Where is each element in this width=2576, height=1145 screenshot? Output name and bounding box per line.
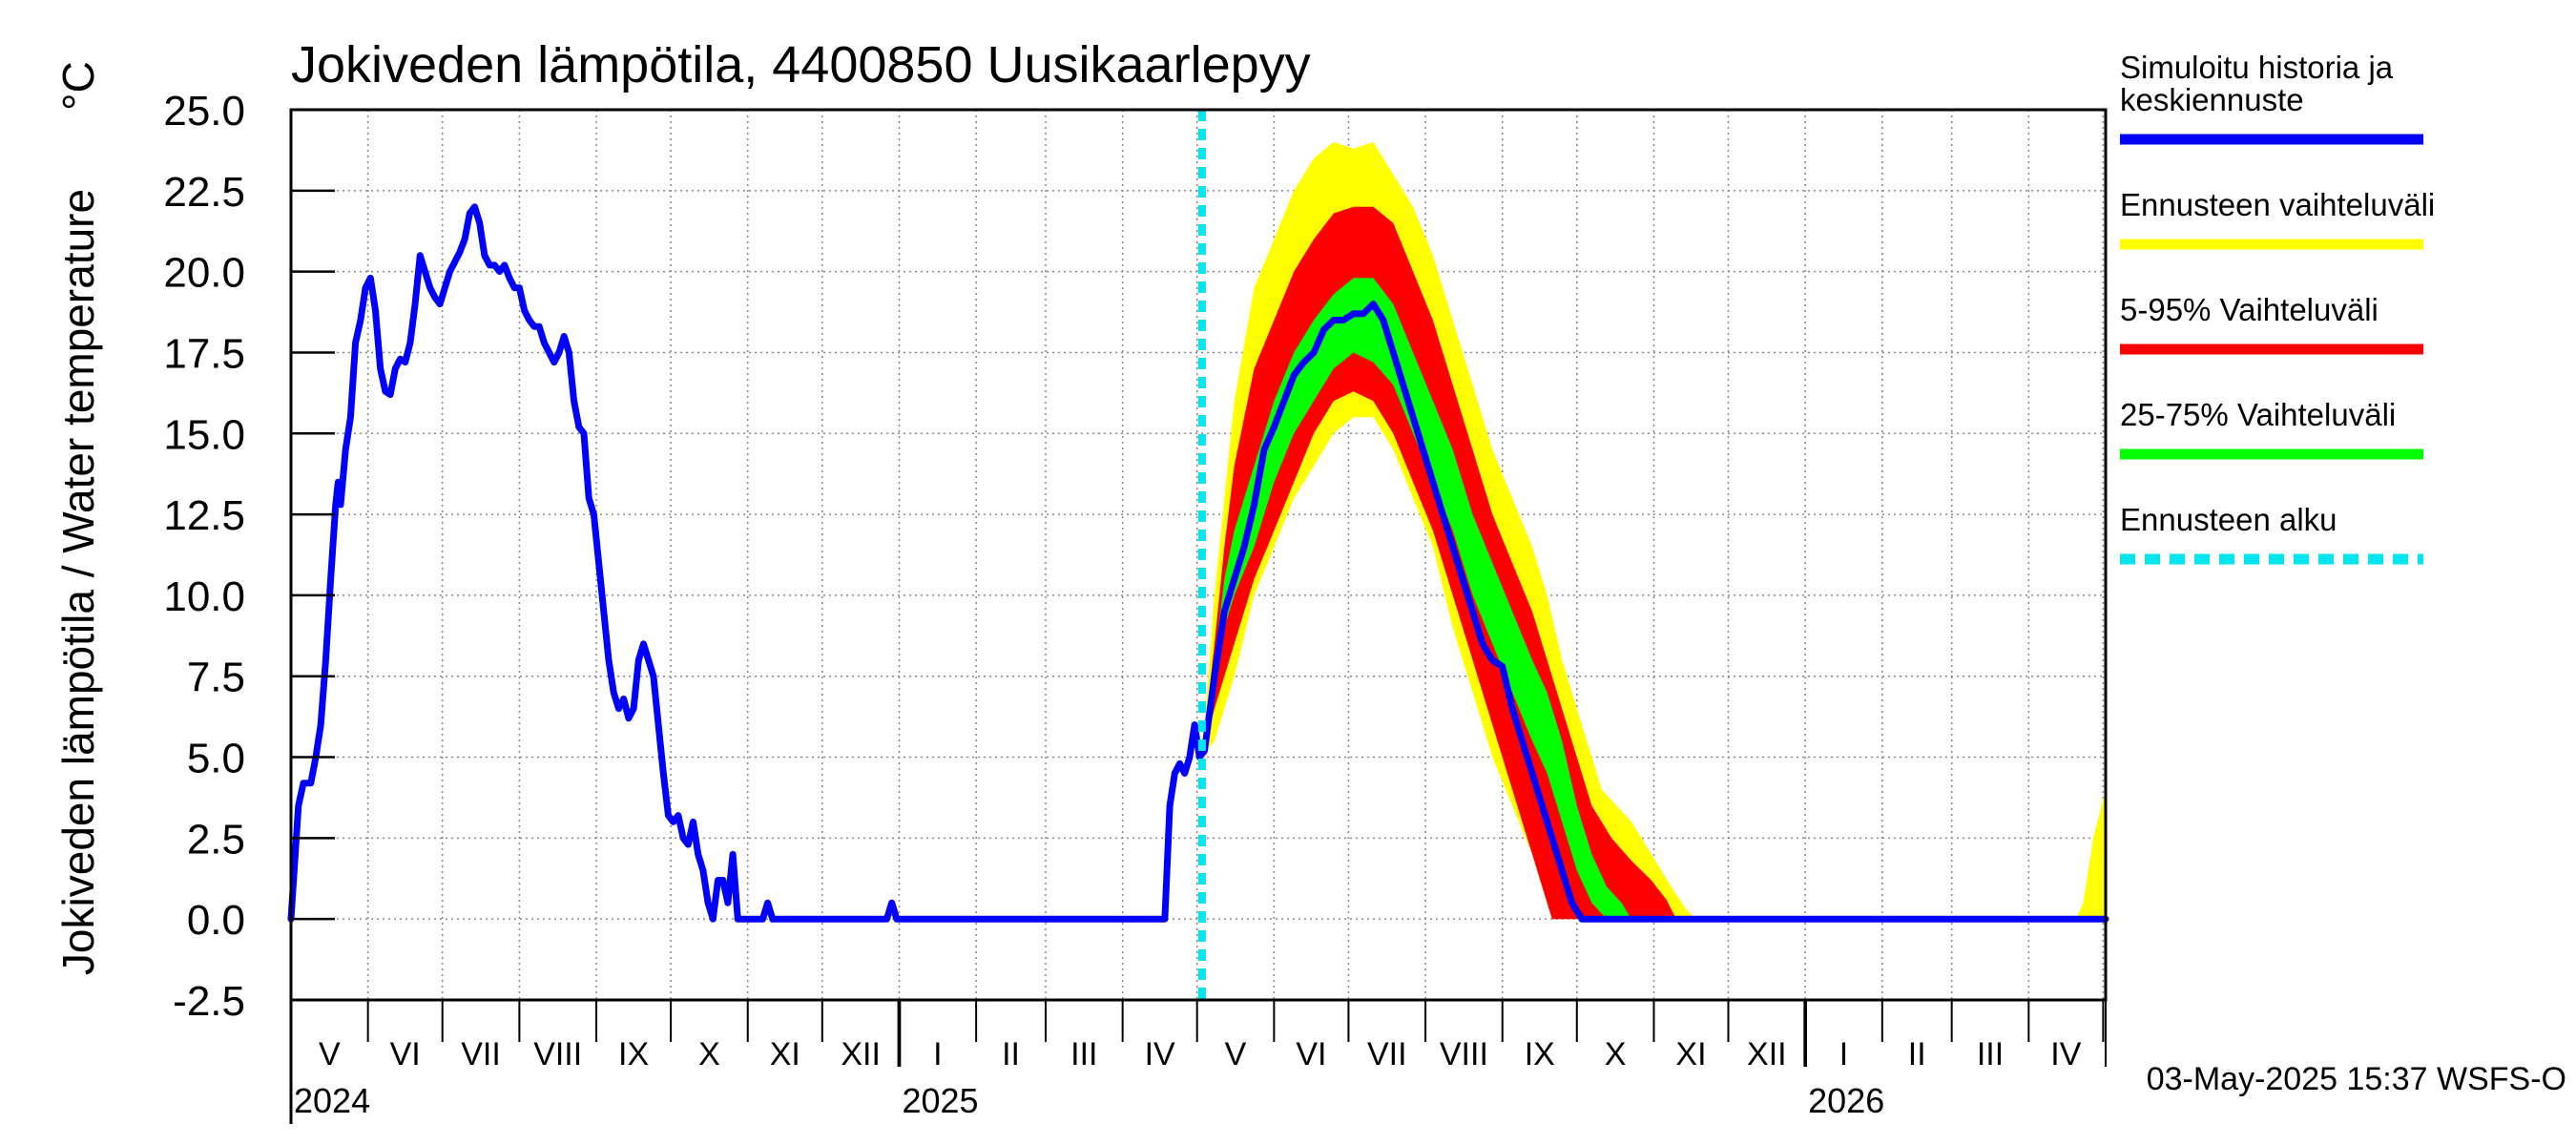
y-tick-label: 22.5	[163, 169, 245, 216]
y-tick-label: 12.5	[163, 492, 245, 539]
legend-label: 25-75% Vaihteluväli	[2120, 397, 2396, 432]
plot-frame	[289, 108, 2108, 1002]
footer-timestamp: 03-May-2025 15:37 WSFS-O	[2147, 1061, 2566, 1097]
y-tick-label: 5.0	[187, 736, 245, 782]
month-label: III	[1070, 1036, 1097, 1072]
month-label: I	[933, 1036, 942, 1072]
y-tick-label: 7.5	[187, 655, 245, 701]
series-lines	[287, 203, 2109, 923]
month-label: VI	[390, 1036, 421, 1072]
legend-label: Ennusteen vaihteluväli	[2120, 187, 2435, 222]
y-tick-label: 17.5	[163, 330, 245, 377]
month-label: VIII	[533, 1036, 582, 1072]
month-label: V	[319, 1036, 341, 1072]
year-label: 2026	[1808, 1081, 1884, 1120]
month-label: X	[1605, 1036, 1627, 1072]
month-label: I	[1839, 1036, 1848, 1072]
y-tick-label: 0.0	[187, 897, 245, 944]
year-label: 2024	[294, 1081, 370, 1120]
month-label: IV	[1145, 1036, 1175, 1072]
month-label: X	[698, 1036, 720, 1072]
month-label: XII	[841, 1036, 881, 1072]
series-line-mean	[287, 203, 2109, 923]
month-label: II	[1002, 1036, 1020, 1072]
month-label: II	[1908, 1036, 1926, 1072]
axes: 25.0 22.5 20.0 17.5 15.0 12.5 10.0 7.5 5.0 2.5 0.0…	[163, 88, 2108, 1124]
legend-label: Ennusteen alku	[2120, 502, 2337, 537]
legend-label: 5-95% Vaihteluväli	[2120, 292, 2379, 327]
month-label: IX	[618, 1036, 649, 1072]
month-label: V	[1225, 1036, 1247, 1072]
month-label: VII	[461, 1036, 501, 1072]
y-tick-label: 15.0	[163, 411, 245, 458]
legend-label: keskiennuste	[2120, 82, 2304, 117]
month-label: IV	[2050, 1036, 2081, 1072]
y-tick-label: 25.0	[163, 88, 245, 135]
y-axis-label: Jokiveden lämpötila / Water temperature	[53, 189, 103, 975]
legend-label: Simuloitu historia ja	[2120, 50, 2394, 85]
y-tick-label: -2.5	[173, 978, 245, 1025]
month-label: XI	[1675, 1036, 1706, 1072]
y-axis-unit: °C	[53, 61, 103, 111]
y-tick-label: 20.0	[163, 250, 245, 297]
month-label: III	[1977, 1036, 2004, 1072]
month-label: VII	[1367, 1036, 1407, 1072]
month-label: VI	[1296, 1036, 1326, 1072]
chart-title: Jokiveden lämpötila, 4400850 Uusikaarlep…	[291, 36, 1311, 94]
month-label: XI	[770, 1036, 800, 1072]
month-label: XII	[1747, 1036, 1787, 1072]
y-tick-label: 2.5	[187, 816, 245, 863]
y-tick-label: 10.0	[163, 573, 245, 620]
month-label: VIII	[1440, 1036, 1488, 1072]
year-label: 2025	[902, 1081, 978, 1120]
band-25-75-vaihteluv-li	[1201, 278, 1631, 920]
month-label: IX	[1525, 1036, 1555, 1072]
forecast-bands	[1201, 141, 2106, 920]
